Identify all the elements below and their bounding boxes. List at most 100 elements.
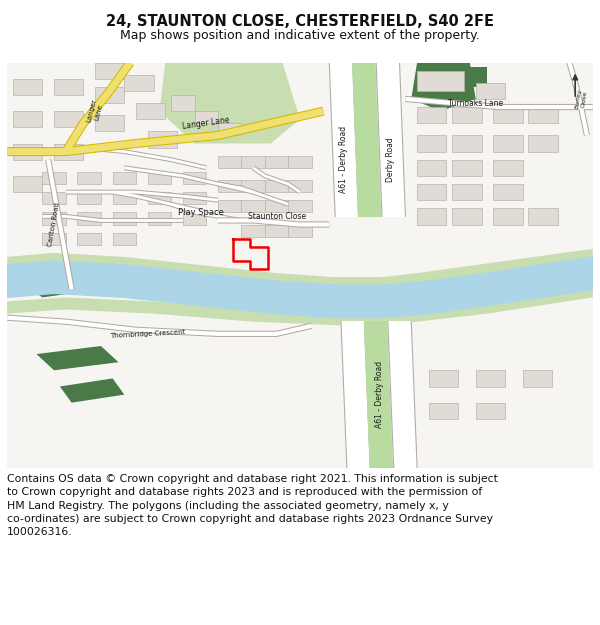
Text: 24, STAUNTON CLOSE, CHESTERFIELD, S40 2FE: 24, STAUNTON CLOSE, CHESTERFIELD, S40 2F… xyxy=(106,14,494,29)
Text: A61 - Derby Road: A61 - Derby Road xyxy=(374,361,383,428)
Polygon shape xyxy=(171,95,194,111)
Polygon shape xyxy=(54,79,83,95)
Polygon shape xyxy=(288,156,312,168)
Text: Contains OS data © Crown copyright and database right 2021. This information is : Contains OS data © Crown copyright and d… xyxy=(7,474,498,537)
Text: Langer Lane: Langer Lane xyxy=(182,116,230,131)
Polygon shape xyxy=(241,180,265,192)
Polygon shape xyxy=(43,213,66,224)
Polygon shape xyxy=(452,107,482,123)
Polygon shape xyxy=(77,213,101,224)
Polygon shape xyxy=(364,322,394,468)
Polygon shape xyxy=(353,62,382,216)
Polygon shape xyxy=(288,224,312,237)
Polygon shape xyxy=(417,107,446,123)
Polygon shape xyxy=(124,74,154,91)
Text: Staunton Close: Staunton Close xyxy=(248,212,305,221)
Polygon shape xyxy=(329,62,359,216)
Polygon shape xyxy=(7,249,593,293)
Polygon shape xyxy=(529,136,557,152)
Polygon shape xyxy=(136,103,166,119)
Polygon shape xyxy=(95,62,124,79)
Polygon shape xyxy=(452,184,482,200)
Polygon shape xyxy=(376,62,406,216)
Polygon shape xyxy=(183,192,206,204)
Text: Map shows position and indicative extent of the property.: Map shows position and indicative extent… xyxy=(120,29,480,42)
Polygon shape xyxy=(417,208,446,224)
Polygon shape xyxy=(417,160,446,176)
Polygon shape xyxy=(241,200,265,212)
Polygon shape xyxy=(493,160,523,176)
Polygon shape xyxy=(194,111,218,123)
Polygon shape xyxy=(476,82,505,99)
Polygon shape xyxy=(493,208,523,224)
Polygon shape xyxy=(19,273,101,298)
Polygon shape xyxy=(265,200,288,212)
Polygon shape xyxy=(241,156,265,168)
Polygon shape xyxy=(183,213,206,224)
Polygon shape xyxy=(417,136,446,152)
Polygon shape xyxy=(95,115,124,131)
Polygon shape xyxy=(43,192,66,204)
Polygon shape xyxy=(113,232,136,245)
Text: Play Space: Play Space xyxy=(178,208,223,217)
Polygon shape xyxy=(43,172,66,184)
Polygon shape xyxy=(452,136,482,152)
Polygon shape xyxy=(218,200,241,212)
Polygon shape xyxy=(476,370,505,386)
Polygon shape xyxy=(60,378,124,402)
Text: Derby Road: Derby Road xyxy=(386,138,395,182)
Polygon shape xyxy=(7,257,593,318)
Polygon shape xyxy=(452,160,482,176)
Polygon shape xyxy=(43,232,66,245)
Text: Turnoaks Lane: Turnoaks Lane xyxy=(448,99,503,107)
Polygon shape xyxy=(429,370,458,386)
Polygon shape xyxy=(288,180,312,192)
Polygon shape xyxy=(113,192,136,204)
Polygon shape xyxy=(265,224,288,237)
Polygon shape xyxy=(77,192,101,204)
Polygon shape xyxy=(529,208,557,224)
Polygon shape xyxy=(288,200,312,212)
Polygon shape xyxy=(113,172,136,184)
Polygon shape xyxy=(148,131,177,148)
Polygon shape xyxy=(452,208,482,224)
Polygon shape xyxy=(13,111,43,128)
Polygon shape xyxy=(13,144,43,160)
Polygon shape xyxy=(265,156,288,168)
Polygon shape xyxy=(411,62,476,111)
Polygon shape xyxy=(160,62,300,144)
Text: A61 - Derby Road: A61 - Derby Road xyxy=(340,126,349,193)
Polygon shape xyxy=(218,180,241,192)
Polygon shape xyxy=(440,66,487,87)
Polygon shape xyxy=(37,346,118,370)
Polygon shape xyxy=(148,213,171,224)
Polygon shape xyxy=(77,232,101,245)
Polygon shape xyxy=(388,322,417,468)
Polygon shape xyxy=(493,107,523,123)
Polygon shape xyxy=(77,172,101,184)
Polygon shape xyxy=(13,176,43,192)
Polygon shape xyxy=(13,79,43,95)
Polygon shape xyxy=(493,184,523,200)
Polygon shape xyxy=(95,87,124,103)
Polygon shape xyxy=(417,71,464,91)
Polygon shape xyxy=(529,107,557,123)
Polygon shape xyxy=(523,370,552,386)
Text: Carlton Road: Carlton Road xyxy=(47,202,61,247)
Polygon shape xyxy=(54,144,83,160)
Polygon shape xyxy=(341,322,370,468)
Text: Langer
Lane: Langer Lane xyxy=(86,98,104,124)
Polygon shape xyxy=(148,172,171,184)
Polygon shape xyxy=(54,111,83,128)
Polygon shape xyxy=(429,402,458,419)
Polygon shape xyxy=(265,180,288,192)
Polygon shape xyxy=(183,172,206,184)
Polygon shape xyxy=(493,136,523,152)
Polygon shape xyxy=(148,192,171,204)
Polygon shape xyxy=(7,285,593,326)
Text: Thornbridge Crescent: Thornbridge Crescent xyxy=(110,329,185,339)
Polygon shape xyxy=(476,402,505,419)
Polygon shape xyxy=(417,184,446,200)
Polygon shape xyxy=(218,156,241,168)
Text: Burley
Close: Burley Close xyxy=(574,88,588,110)
